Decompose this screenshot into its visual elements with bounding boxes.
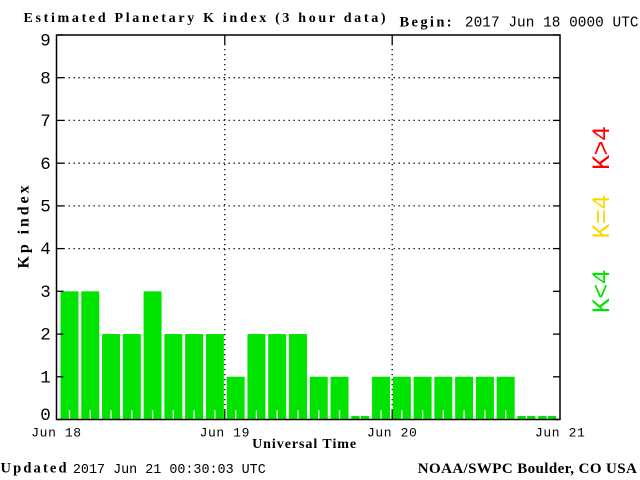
- svg-text:2017 Jun 18 0000 UTC: 2017 Jun 18 0000 UTC: [465, 15, 639, 31]
- svg-text:5: 5: [40, 198, 51, 218]
- svg-text:Jun 18: Jun 18: [31, 425, 81, 440]
- svg-text:Universal Time: Universal Time: [252, 437, 357, 452]
- svg-text:Jun 21: Jun 21: [535, 425, 585, 440]
- svg-text:Jun 20: Jun 20: [367, 425, 417, 440]
- svg-text:2017 Jun 21 00:30:03 UTC: 2017 Jun 21 00:30:03 UTC: [73, 463, 266, 478]
- svg-text:4: 4: [40, 240, 51, 260]
- svg-text:Updated: Updated: [1, 461, 69, 477]
- svg-text:Estimated Planetary K index (3: Estimated Planetary K index (3 hour data…: [24, 11, 389, 26]
- svg-text:2: 2: [40, 326, 51, 346]
- svg-text:K<4: K<4: [588, 270, 617, 314]
- svg-text:8: 8: [40, 69, 51, 89]
- svg-text:Begin:: Begin:: [400, 15, 454, 31]
- svg-text:9: 9: [40, 32, 51, 52]
- svg-text:Jun 19: Jun 19: [200, 425, 250, 440]
- svg-text:K=4: K=4: [588, 195, 617, 239]
- svg-text:K>4: K>4: [588, 127, 617, 171]
- svg-text:6: 6: [40, 155, 51, 175]
- svg-text:NOAA/SWPC Boulder, CO USA: NOAA/SWPC Boulder, CO USA: [418, 461, 637, 477]
- svg-text:7: 7: [40, 112, 51, 132]
- svg-text:Kp index: Kp index: [16, 183, 33, 269]
- svg-text:1: 1: [40, 368, 51, 388]
- svg-text:3: 3: [40, 283, 51, 303]
- svg-text:0: 0: [40, 406, 51, 426]
